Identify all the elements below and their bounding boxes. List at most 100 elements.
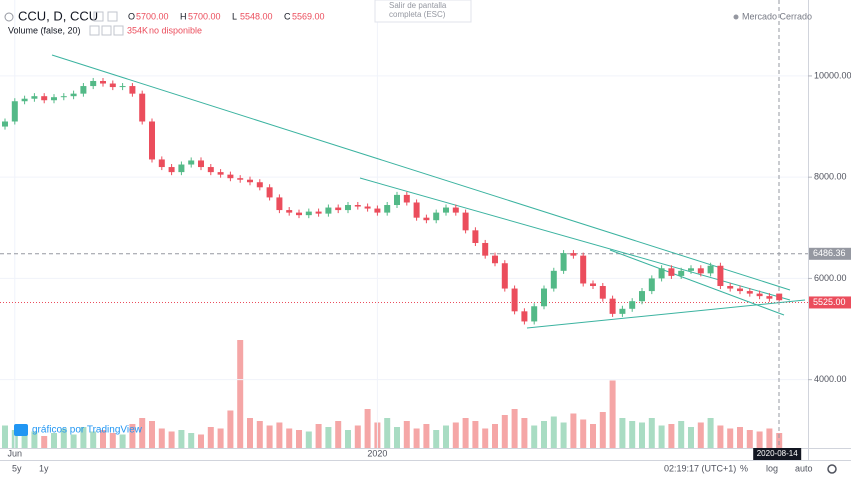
volume-bar	[452, 422, 459, 448]
volume-bar	[629, 421, 636, 448]
volume-bar	[688, 427, 694, 448]
toolbar-button[interactable]: 1y	[39, 463, 49, 473]
candle-body	[737, 288, 743, 292]
volume-bar	[60, 428, 67, 448]
candle-body	[296, 212, 302, 216]
volume-bar	[639, 422, 645, 448]
icon[interactable]	[89, 25, 100, 36]
volume-bar	[80, 427, 87, 448]
y-tick-label: 10000.00	[814, 70, 851, 80]
candle-body	[374, 208, 381, 213]
volume-bar	[403, 421, 410, 448]
grid-layer	[0, 0, 812, 448]
volume-bar	[168, 431, 175, 448]
volume-bar	[511, 409, 518, 448]
candle-body	[31, 96, 38, 99]
volume-bar	[737, 427, 743, 448]
volume-last: 354K	[127, 25, 148, 35]
candle-body	[658, 268, 665, 279]
volume-bar	[678, 421, 685, 448]
trend-line	[51, 54, 791, 291]
volume-bar	[100, 430, 106, 448]
ohlc-value: 5700.00	[188, 11, 221, 21]
candle-body	[609, 298, 616, 314]
icon[interactable]	[107, 11, 118, 22]
volume-bar	[560, 422, 567, 448]
candle-body	[315, 211, 322, 214]
volume-bar	[70, 434, 77, 448]
volume-bar	[580, 419, 587, 448]
volume-bar	[217, 428, 224, 448]
candle-body	[21, 98, 28, 102]
y-tick-label: 8000.00	[814, 172, 847, 182]
candle-body	[482, 242, 489, 256]
candle-body	[188, 160, 195, 165]
candle-body	[570, 253, 577, 256]
volume-bar	[90, 431, 97, 448]
candle-body	[129, 86, 136, 94]
candle-body	[325, 207, 332, 214]
candle-body	[521, 311, 528, 322]
candle-body	[629, 301, 636, 309]
candle-body	[51, 97, 57, 101]
volume-bar	[570, 413, 577, 448]
icon[interactable]	[113, 25, 124, 36]
candle-body	[639, 291, 645, 302]
volume-bar	[394, 427, 400, 448]
icon[interactable]	[101, 25, 112, 36]
volume-bar	[41, 436, 48, 448]
candle-body	[158, 159, 165, 168]
volume-bar	[256, 421, 263, 448]
price-label-box	[809, 247, 851, 260]
settings-icon[interactable]	[827, 464, 837, 474]
volume-bar	[237, 340, 244, 448]
volume-bar	[521, 418, 528, 448]
candle-body	[707, 265, 714, 274]
candle-body	[727, 286, 734, 289]
candle-body	[149, 121, 155, 160]
date-label-box	[753, 448, 802, 460]
volume-bar	[207, 427, 214, 448]
toolbar-button[interactable]: log	[766, 463, 778, 473]
candle-body	[492, 255, 498, 264]
candle-body	[766, 296, 773, 299]
candle-body	[41, 96, 48, 101]
price-label: 6486.36	[813, 248, 846, 258]
candle-body	[678, 270, 685, 276]
volume-title: Volume (false, 20)	[8, 25, 81, 35]
volume-bar	[492, 424, 498, 448]
ohlc-key: O	[128, 11, 135, 21]
candle-body	[550, 270, 557, 289]
volume-bar	[364, 409, 371, 448]
volume-bar	[178, 430, 185, 448]
icon[interactable]	[93, 11, 104, 22]
candle-body	[60, 96, 67, 98]
volume-bar	[501, 415, 508, 448]
candle-body	[2, 121, 8, 127]
ohlc-value: 5548.00	[240, 11, 273, 21]
volume-bar	[384, 418, 391, 448]
status-dot	[733, 14, 739, 20]
candle-body	[119, 86, 126, 88]
toolbar-button[interactable]: %	[740, 463, 748, 473]
logo	[14, 424, 28, 436]
volume-bar	[727, 428, 734, 448]
volume-bar	[51, 433, 57, 448]
volume-bar	[286, 428, 293, 448]
toolbar-button[interactable]: auto	[795, 463, 813, 473]
ohlc-value: 5700.00	[136, 11, 169, 21]
volume-bar	[599, 412, 606, 448]
volume-bar	[325, 427, 332, 448]
volume-bar	[109, 433, 116, 448]
candle-body	[354, 205, 361, 207]
candle-body	[443, 207, 449, 213]
candle-body	[462, 212, 469, 231]
volume-bar	[531, 425, 538, 448]
toolbar-button[interactable]: 5y	[12, 463, 22, 473]
candle-body	[100, 80, 106, 84]
candle-body	[237, 178, 244, 180]
candle-body	[266, 187, 273, 198]
ohlc-key: C	[284, 11, 291, 21]
